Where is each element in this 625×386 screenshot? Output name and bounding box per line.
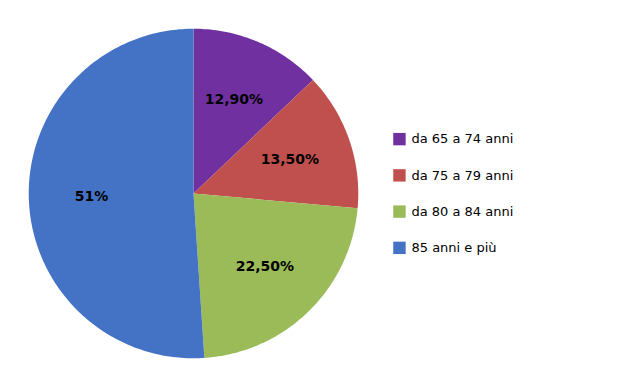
svg-text:22,50%: 22,50% bbox=[236, 258, 294, 274]
svg-text:51%: 51% bbox=[75, 188, 109, 204]
svg-text:12,90%: 12,90% bbox=[205, 91, 263, 107]
svg-text:da 65 a 74 anni: da 65 a 74 anni bbox=[411, 131, 513, 146]
svg-text:85 anni e più: 85 anni e più bbox=[411, 240, 496, 255]
svg-text:13,50%: 13,50% bbox=[261, 151, 319, 167]
svg-text:da 75 a 79 anni: da 75 a 79 anni bbox=[411, 168, 513, 183]
svg-text:da 80 a 84 anni: da 80 a 84 anni bbox=[411, 204, 513, 219]
